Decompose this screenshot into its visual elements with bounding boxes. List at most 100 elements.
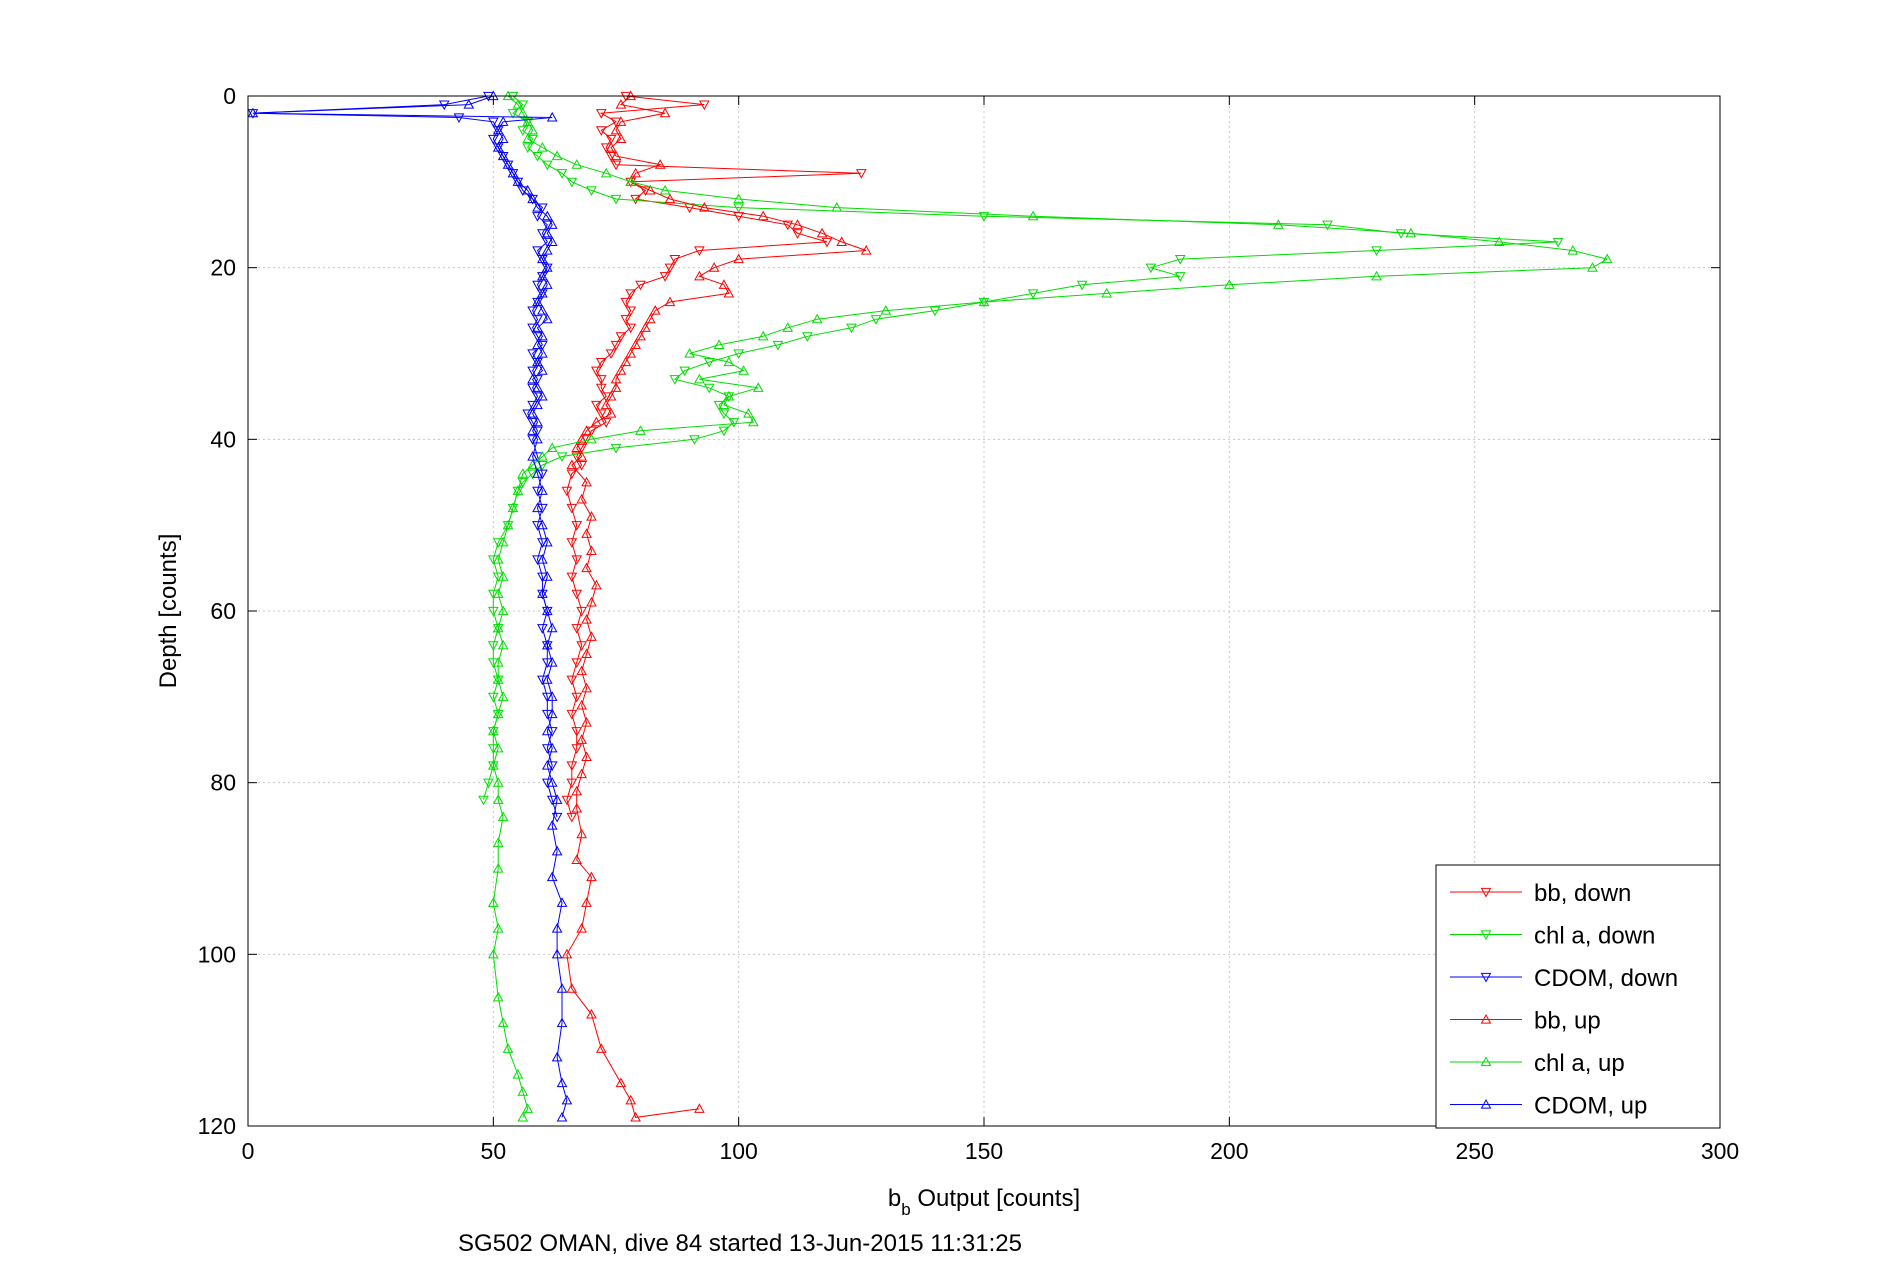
data-point-marker [492,141,504,152]
series-line [566,95,867,1118]
data-point-marker [537,141,548,152]
data-point-marker [860,244,872,255]
data-point-marker [802,332,813,342]
data-point-marker [571,658,583,669]
data-point-marker [537,330,548,341]
data-point-marker [620,315,632,325]
data-point-marker [566,572,578,583]
data-point-marker [551,150,563,161]
legend-box [1435,864,1721,1129]
data-point-marker [792,229,803,239]
data-point-marker [532,502,543,513]
data-point-marker [615,365,627,375]
data-point-marker [600,399,612,410]
data-point-marker [581,648,592,659]
data-point-marker [532,382,543,392]
data-point-marker [625,289,637,299]
data-point-marker [586,433,597,444]
data-point-marker [561,1094,573,1105]
data-point-marker [576,606,588,617]
data-point-marker [630,1111,641,1122]
data-point-marker [571,744,583,754]
data-point-marker [831,202,843,212]
data-point-marker [537,450,548,461]
data-point-marker [571,159,583,169]
data-point-marker [610,150,622,161]
data-point-marker [512,485,524,495]
data-point-marker [635,425,646,435]
data-point-marker [556,452,568,463]
data-point-marker [546,111,558,122]
data-point-marker [541,536,553,547]
legend-label: CDOM, down [1534,965,1678,992]
data-point-marker [723,287,735,298]
data-point-marker [591,400,602,411]
data-point-marker [517,1086,529,1096]
data-point-marker [492,622,504,633]
data-point-marker [571,727,583,737]
data-point-marker [718,279,730,289]
data-point-marker [1601,253,1613,264]
data-point-marker [487,759,499,770]
data-point-marker [694,373,705,384]
data-point-marker [595,383,607,394]
data-point-marker [733,203,745,214]
data-point-marker [537,485,548,495]
x-tick-label: 50 [481,1138,507,1164]
data-point-marker [537,270,548,281]
data-point-marker [728,418,740,428]
data-point-marker [546,742,558,753]
y-tick-label: 120 [198,1113,236,1139]
data-point-marker [846,323,857,334]
data-point-marker [698,100,710,111]
data-point-marker [733,193,745,204]
data-point-marker [630,167,641,178]
y-tick-label: 100 [198,941,236,967]
data-point-marker [527,450,538,461]
data-point-marker [698,202,710,212]
data-point-marker [1174,272,1186,282]
data-point-marker [757,330,769,341]
data-point-marker [635,280,646,291]
data-point-marker [1587,262,1598,272]
data-point-marker [576,923,588,933]
data-point-marker [546,622,558,633]
data-point-marker [507,167,519,178]
data-point-marker [811,313,823,324]
data-point-marker [541,571,553,581]
data-point-marker [561,486,573,497]
data-series [247,90,1613,1122]
data-point-marker [551,812,563,823]
data-point-marker [855,169,867,179]
data-point-marker [581,476,592,487]
data-point-marker [546,236,558,247]
data-point-marker [581,682,592,693]
data-point-marker [581,897,592,907]
data-point-marker [561,795,573,806]
data-point-marker [689,435,700,445]
data-point-marker [502,159,514,169]
data-point-marker [757,210,769,221]
data-point-marker [595,126,607,136]
data-point-marker [566,983,578,993]
data-point-marker [659,184,671,195]
data-point-marker [581,614,592,624]
data-point-marker [635,330,646,341]
data-point-marker [605,141,617,152]
data-point-marker [1223,279,1235,289]
data-point-marker [537,305,548,315]
data-point-marker [576,699,588,710]
data-point-marker [1145,263,1157,274]
data-point-marker [1371,246,1382,257]
data-point-marker [527,373,538,384]
data-point-marker [978,212,990,222]
data-point-marker [497,691,509,701]
data-point-marker [679,366,691,377]
data-point-marker [620,297,632,308]
data-point-marker [605,390,617,401]
legend-entry: chl a, up [1450,1050,1625,1077]
data-point-marker [625,347,637,358]
data-point-marker [669,254,681,265]
data-point-marker [546,708,558,719]
data-point-marker [669,375,681,385]
